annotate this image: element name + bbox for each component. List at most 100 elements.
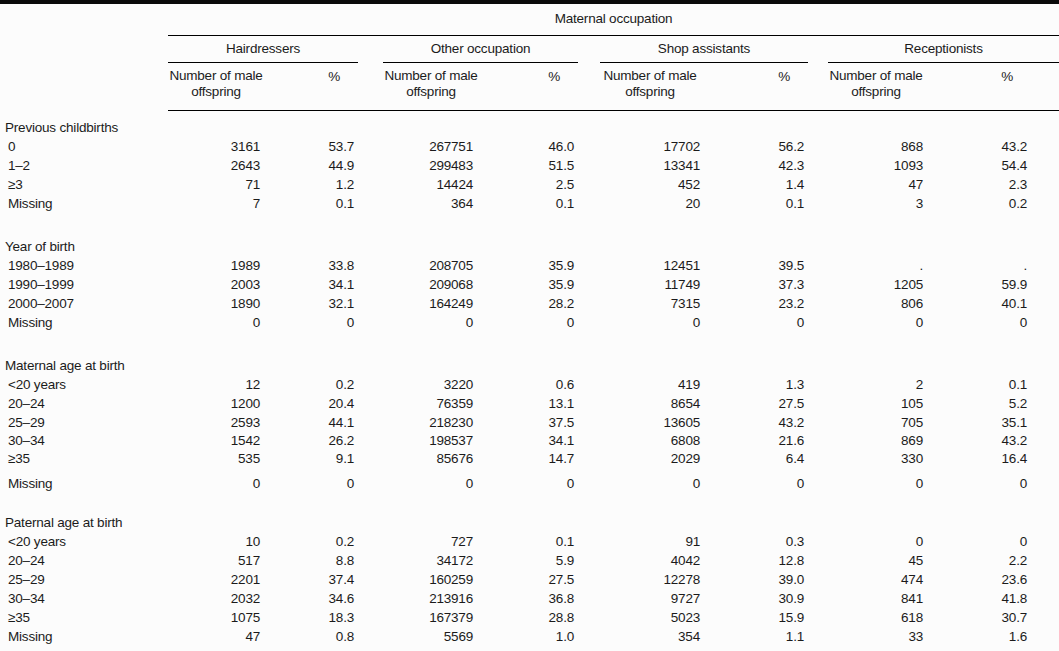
column-gap (358, 532, 383, 551)
column-gap (808, 413, 828, 432)
column-gap (808, 570, 828, 589)
section-title: Previous childbirths (0, 110, 1059, 137)
percent-cell: 14.7 (473, 450, 578, 468)
count-cell: 105 (828, 394, 923, 413)
right-margin (1031, 175, 1059, 194)
count-cell: 869 (828, 432, 923, 450)
count-cell: 13605 (600, 413, 700, 432)
percent-cell: 2.3 (923, 175, 1031, 194)
right-margin (1031, 313, 1059, 332)
count-cell: 164249 (383, 294, 473, 313)
count-cell: 1890 (168, 294, 260, 313)
count-cell: 2593 (168, 413, 260, 432)
label-column-header (0, 4, 168, 35)
group-header-other-occupation: Other occupation (383, 35, 578, 62)
right-margin (1031, 608, 1059, 627)
count-cell: 1075 (168, 608, 260, 627)
count-cell: 3220 (383, 375, 473, 394)
percent-cell: 18.3 (260, 608, 358, 627)
row-label: Missing (0, 313, 168, 332)
count-cell: 0 (383, 313, 473, 332)
percent-cell: 27.5 (700, 394, 808, 413)
percent-cell: 0 (260, 313, 358, 332)
percent-cell: 15.9 (700, 608, 808, 627)
percent-cell: 1.6 (923, 627, 1031, 646)
percent-cell: 0 (473, 313, 578, 332)
count-cell: 20 (600, 194, 700, 213)
row-label: Missing (0, 194, 168, 213)
table-row: 25–29259344.121823037.51360543.270535.1 (0, 413, 1059, 432)
column-gap (358, 156, 383, 175)
count-cell: 299483 (383, 156, 473, 175)
table-row: 30–34203234.621391636.8972730.984141.8 (0, 589, 1059, 608)
column-gap (578, 394, 600, 413)
count-cell: 85676 (383, 450, 473, 468)
section-title: Paternal age at birth (0, 493, 1059, 532)
column-gap (808, 137, 828, 156)
column-gap (808, 62, 828, 110)
right-margin (1031, 468, 1059, 493)
right-margin (1031, 294, 1059, 313)
percent-cell: 32.1 (260, 294, 358, 313)
row-label: Missing (0, 627, 168, 646)
percent-cell: 0.8 (260, 627, 358, 646)
right-margin (1031, 137, 1059, 156)
group-header-shop-assistants: Shop assistants (600, 35, 808, 62)
count-cell: 13341 (600, 156, 700, 175)
percent-cell: 23.6 (923, 570, 1031, 589)
count-cell: 806 (828, 294, 923, 313)
percent-cell: 39.5 (700, 256, 808, 275)
percent-cell: 28.2 (473, 294, 578, 313)
count-cell: 45 (828, 551, 923, 570)
count-column-header-text: Number of male offspring (383, 68, 479, 100)
section-title: Year of birth (0, 213, 1059, 256)
section-title-row: Year of birth (0, 213, 1059, 256)
column-gap (808, 256, 828, 275)
column-gap (578, 156, 600, 175)
count-cell: 5023 (600, 608, 700, 627)
right-margin (1031, 194, 1059, 213)
count-cell: 354 (600, 627, 700, 646)
column-gap (808, 532, 828, 551)
percent-cell: 44.9 (260, 156, 358, 175)
count-cell: 11749 (600, 275, 700, 294)
percent-cell: 43.2 (700, 413, 808, 432)
percent-cell: 0.2 (260, 532, 358, 551)
count-cell: 4042 (600, 551, 700, 570)
table-row: 25–29220137.416025927.51227839.047423.6 (0, 570, 1059, 589)
percent-cell: 34.1 (473, 432, 578, 450)
column-gap (358, 627, 383, 646)
column-gap (358, 294, 383, 313)
percent-cell: 0.1 (923, 375, 1031, 394)
percent-cell: 40.1 (923, 294, 1031, 313)
percent-column-header: % (260, 62, 358, 110)
count-column-header-text: Number of male offspring (828, 68, 924, 100)
column-gap (808, 468, 828, 493)
count-cell: 9727 (600, 589, 700, 608)
column-gap (578, 450, 600, 468)
row-label: 1990–1999 (0, 275, 168, 294)
percent-cell: 54.4 (923, 156, 1031, 175)
percent-cell: 26.2 (260, 432, 358, 450)
column-gap (578, 532, 600, 551)
count-cell: 91 (600, 532, 700, 551)
table-row: ≥35107518.316737928.8502315.961830.7 (0, 608, 1059, 627)
row-label: <20 years (0, 375, 168, 394)
column-gap (358, 468, 383, 493)
row-label: 20–24 (0, 551, 168, 570)
table-row: <20 years120.232200.64191.320.1 (0, 375, 1059, 394)
right-margin (1031, 432, 1059, 450)
right-margin (1031, 275, 1059, 294)
column-gap (578, 589, 600, 608)
percent-cell: 6.4 (700, 450, 808, 468)
row-label: 25–29 (0, 413, 168, 432)
row-label: 30–34 (0, 589, 168, 608)
count-cell: 727 (383, 532, 473, 551)
percent-cell: 0.1 (473, 532, 578, 551)
percent-cell: 20.4 (260, 394, 358, 413)
percent-cell: 34.1 (260, 275, 358, 294)
column-gap (808, 608, 828, 627)
count-column-header: Number of male offspring (600, 62, 700, 110)
percent-cell: 35.1 (923, 413, 1031, 432)
column-gap (808, 450, 828, 468)
